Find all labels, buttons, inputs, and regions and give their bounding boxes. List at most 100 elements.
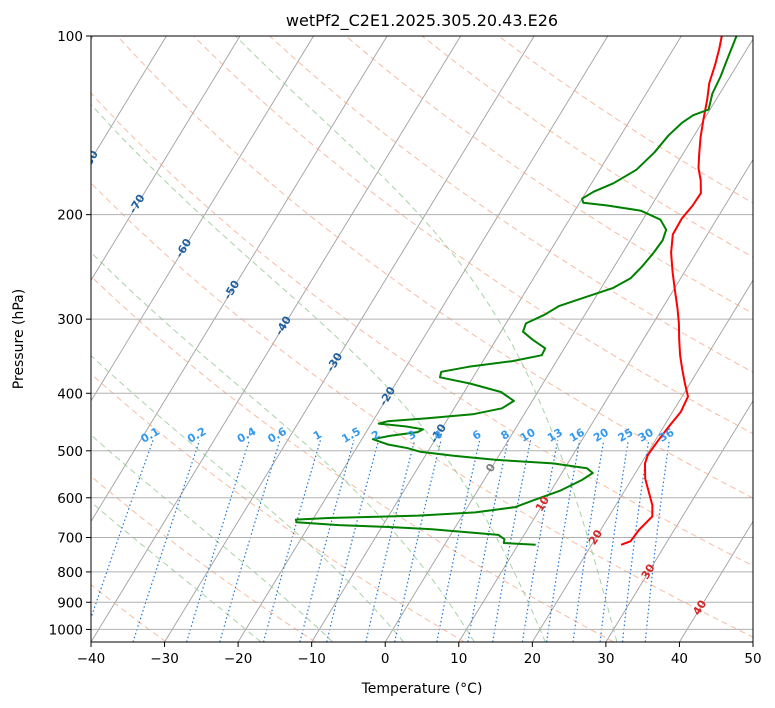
mixing-ratio-line: [365, 440, 416, 642]
isotherm-label: -20: [377, 384, 399, 408]
mixing-ratio-line: [521, 440, 559, 642]
isotherm-line: [752, 641, 753, 642]
moist-adiabat-line: [91, 434, 334, 642]
y-tick-label: 100: [57, 29, 83, 45]
mixing-ratio-label: 3: [405, 428, 418, 443]
isotherm-line: [91, 36, 388, 523]
axis-ticks: −40 −30 −20 −10 0 10 20 30 40 5010020030040050060…: [49, 29, 762, 667]
mixing-ratio-label: 30: [636, 426, 656, 445]
isotherm-label: -40: [273, 313, 295, 337]
dry-adiabat-line: [498, 36, 753, 204]
x-tick-label: 50: [744, 651, 761, 667]
isotherm-label: -50: [221, 278, 243, 302]
mixing-ratio-line: [91, 440, 154, 620]
mixing-ratio-label: 10: [518, 426, 538, 445]
y-tick-label: 300: [57, 312, 83, 328]
mixing-ratio-line: [186, 440, 250, 642]
y-tick-label: 800: [57, 565, 83, 581]
y-tick-label: 900: [57, 595, 83, 611]
dry-adiabat-line: [91, 475, 316, 642]
isotherm-line: [91, 36, 462, 642]
isotherm-line: [91, 36, 167, 161]
pressure-gridlines: [91, 36, 753, 630]
mixing-ratio-label: 16: [567, 426, 587, 445]
dry-adiabat-line: [91, 373, 465, 642]
moist-adiabat-line: [91, 251, 475, 642]
y-tick-label: 1000: [49, 622, 83, 638]
isotherm-line: [605, 399, 753, 642]
mixing-ratio-label: 0.4: [235, 425, 259, 446]
chart-title: wetPf2_C2E1.2025.305.20.43.E26: [286, 11, 558, 31]
dewpoint-line: [294, 36, 738, 546]
isotherm-label: -70: [126, 192, 148, 216]
y-tick-label: 400: [57, 386, 83, 402]
dry-adiabat-line: [91, 275, 614, 642]
mixing-ratio-line: [132, 440, 201, 642]
dry-adiabat-line: [421, 36, 753, 258]
mixing-ratio-label: 0.2: [185, 425, 208, 446]
mixing-ratio-line: [572, 440, 605, 642]
isotherm-line: [237, 36, 609, 642]
mixing-ratio-label: 13: [545, 426, 565, 445]
isotherm-line: [531, 279, 753, 642]
mixing-ratio-line: [622, 440, 650, 642]
x-tick-label: 0: [381, 651, 390, 667]
mixing-ratio-label: 6: [470, 428, 483, 443]
mixing-ratio-line: [467, 440, 509, 642]
isotherm-label: -30: [324, 350, 346, 374]
x-tick-label: −10: [297, 651, 326, 667]
profile-series: [294, 36, 738, 546]
x-tick-label: 30: [597, 651, 614, 667]
mixing-ratio-line: [436, 440, 481, 642]
x-tick-label: −30: [150, 651, 179, 667]
y-tick-label: 200: [57, 208, 83, 224]
isotherm-line: [384, 38, 753, 642]
moist-adiabat-line: [91, 103, 546, 642]
plot-frame: [90, 35, 754, 643]
y-tick-label: 600: [57, 491, 83, 507]
isotherm-label: 40: [690, 597, 709, 617]
x-axis-label: Temperature (°C): [361, 681, 483, 697]
x-tick-label: −20: [224, 651, 253, 667]
mixing-ratio-line: [262, 440, 321, 642]
mixing-ratio-line: [599, 440, 629, 642]
mixing-ratio-line: [394, 440, 442, 642]
isotherm-label: -60: [173, 236, 195, 260]
mixing-ratio-line: [326, 440, 380, 642]
mixing-ratio-label: 36: [657, 426, 677, 445]
isotherm-line: [311, 36, 682, 642]
dry-adiabat-line: [91, 182, 753, 638]
y-tick-label: 500: [57, 444, 83, 460]
moist-adiabat-line: [235, 36, 618, 642]
mixing-ratio-label: 2: [369, 428, 382, 443]
isotherm-line: [679, 520, 753, 642]
mixing-ratio-line: [299, 440, 355, 642]
x-tick-label: 10: [450, 651, 467, 667]
dry-adiabat-line: [91, 584, 167, 642]
mixing-ratio-line: [644, 440, 670, 642]
mixing-ratio-line: [492, 440, 532, 642]
y-axis-label: Pressure (hPa): [11, 289, 27, 389]
x-tick-label: −40: [77, 651, 106, 667]
mixing-ratio-label: 1: [311, 428, 324, 443]
dry-adiabat-line: [193, 36, 753, 435]
isotherm-line: [164, 36, 535, 642]
dry-adiabat-line: [91, 92, 753, 567]
mixing-ratio-label: 0.1: [139, 425, 162, 446]
mixing-ratio-label: 0.6: [266, 425, 290, 446]
dry-adiabat-line: [116, 36, 753, 499]
isotherm-line: [458, 158, 753, 642]
mixing-ratio-label: 20: [591, 426, 611, 445]
isotherm-label: 10: [533, 494, 552, 514]
mixing-ratio-line: [219, 440, 281, 642]
isotherm-label: -90: [32, 105, 54, 129]
y-tick-label: 700: [57, 531, 83, 547]
isotherm-line: [91, 36, 314, 402]
temperature-line: [620, 36, 723, 546]
x-tick-label: 40: [671, 651, 688, 667]
isotherm-label: 30: [639, 561, 658, 581]
moist-adiabat-line: [91, 501, 262, 642]
x-tick-label: 20: [524, 651, 541, 667]
dry-adiabat-line: [345, 36, 753, 315]
